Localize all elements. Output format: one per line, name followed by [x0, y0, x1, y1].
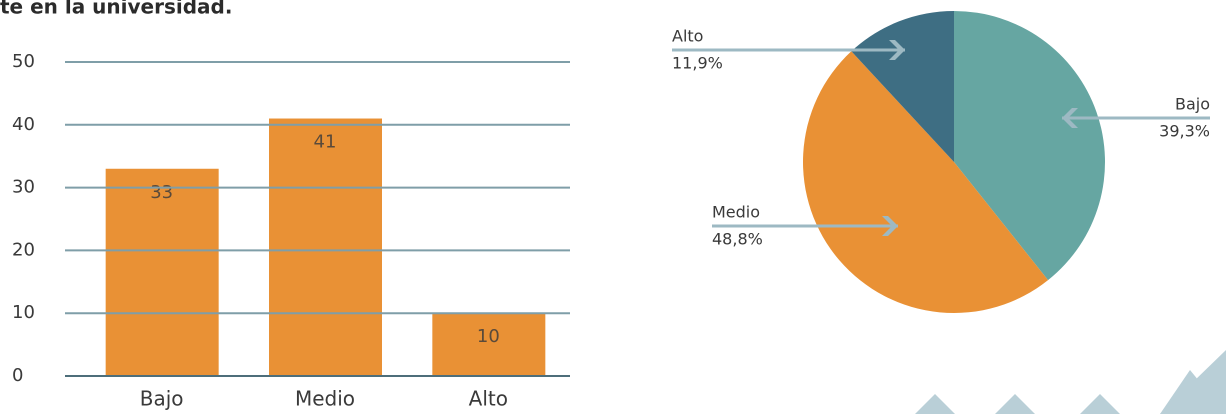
x-tick-label: Alto [469, 387, 508, 411]
bar [432, 313, 546, 376]
pie-slice [954, 11, 1105, 281]
x-tick-label: Bajo [140, 387, 184, 411]
chart-title: te en la universidad. [0, 0, 232, 19]
y-tick-label: 0 [12, 365, 23, 386]
value-label: 41 [314, 132, 337, 153]
legend-label: Medio [712, 203, 760, 222]
value-label: 10 [477, 326, 500, 347]
value-label: 48,8% [712, 230, 763, 249]
y-tick-label: 10 [12, 302, 35, 323]
arrow-head [1062, 108, 1078, 128]
bar [269, 118, 382, 377]
value-label: 11,9% [672, 54, 723, 73]
decoration [915, 350, 1226, 414]
bar [105, 168, 219, 376]
y-tick-label: 50 [12, 51, 35, 72]
x-tick-label: Medio [295, 387, 355, 411]
legend-label: Bajo [1175, 95, 1210, 114]
legend-label: Alto [672, 27, 703, 46]
value-label: 39,3% [1159, 122, 1210, 141]
pie-slice [802, 51, 1049, 314]
value-label: 33 [150, 182, 173, 203]
arrow-head [889, 40, 905, 60]
y-tick-label: 20 [12, 239, 35, 260]
arrow-head [882, 216, 898, 236]
y-tick-label: 30 [12, 177, 35, 198]
y-tick-label: 40 [12, 114, 35, 135]
